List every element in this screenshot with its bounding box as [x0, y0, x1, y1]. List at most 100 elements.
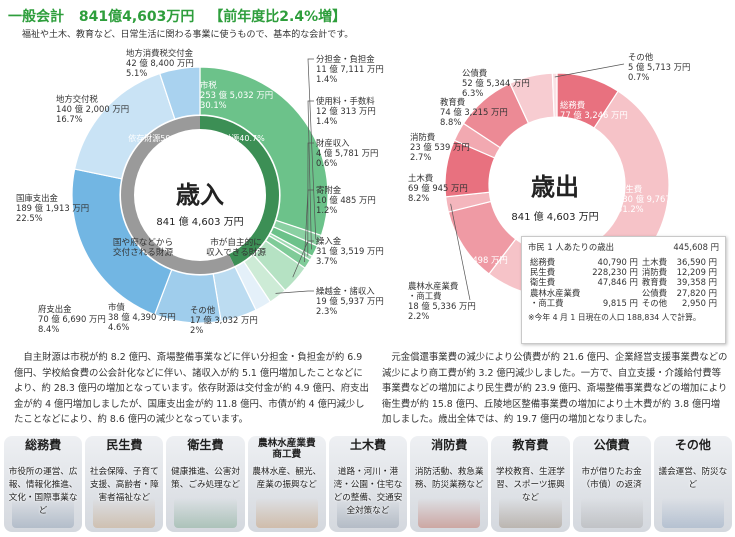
revenue-dependent-note: 国や府などから交付される財源: [113, 236, 174, 258]
category-illustration: [336, 498, 400, 528]
revenue-title: 歳入: [176, 181, 224, 209]
revenue-self-ring: [200, 116, 280, 267]
header-ratio: 【前年度比2.4%増】: [209, 9, 347, 25]
category-desc: 市役所の運営、広報、情報化推進、文化・国際事業など: [8, 467, 78, 516]
expenditure-label-5: 消防費 23 億 539 万円 2.7%: [410, 132, 470, 162]
per-capita-cell: 衛生費: [530, 277, 556, 288]
per-capita-cell: 民生費: [530, 267, 556, 278]
category-card: 総務費市役所の運営、広報、情報化推進、文化・国際事業など: [4, 436, 83, 532]
expenditure-total: 841 億 4,603 万円: [511, 210, 598, 223]
per-capita-total: 445,608 円: [673, 242, 719, 252]
category-desc: 議会運営、防災など: [658, 467, 728, 490]
category-title: 公債費: [593, 438, 630, 452]
per-capita-cell: 2,950 円: [681, 297, 717, 308]
header-amount: 841億4,603万円: [78, 9, 195, 25]
per-capita-box: 市民 1 人あたりの歳出 445,608 円 総務費 40,790 円土木費 36,…: [521, 236, 726, 344]
category-desc: 農林水産、観光、産業の振興など: [252, 467, 322, 490]
category-illustration: [174, 498, 237, 528]
category-title: 衛生費: [187, 438, 224, 452]
revenue-label-0: 市税 253 億 5,032 万円 30.1%: [200, 80, 273, 110]
revenue-slice-12: [158, 66, 201, 120]
category-illustration: [12, 498, 75, 528]
page-header: 一般会計 841億4,603万円 【前年度比2.4%増】: [8, 6, 356, 26]
category-title: 総務費: [25, 438, 62, 452]
revenue-self-note: 市が自主的に収入できる財源: [206, 236, 266, 258]
per-capita-cell: 39,358 円: [676, 277, 717, 288]
per-capita-cell: 9,815 円: [602, 297, 638, 308]
per-capita-cell: 総務費: [530, 257, 556, 267]
revenue-label-7: その他 17 億 3,032 万円 2%: [190, 305, 258, 335]
per-capita-cell: 36,590 円: [676, 257, 717, 267]
per-capita-cell: ・商工費: [530, 297, 564, 308]
expenditure-label-6: 教育費 74 億 3,215 万円 8.8%: [440, 97, 508, 127]
revenue-leader-1: [307, 100, 314, 250]
revenue-dependent-ring: [121, 116, 235, 274]
revenue-label-8: 市債 38 億 4,390 万円 4.6%: [108, 302, 176, 332]
revenue-label-9: 府支出金 70 億 6,690 万円 8.4%: [38, 304, 106, 334]
expenditure-label-7: 公債費 52 億 5,344 万円 6.3%: [462, 68, 530, 98]
revenue-self-label: 自主財源40.7%: [207, 133, 265, 143]
expenditure-label-2: 衛生費 90 億 3,498 万円 10.7%: [440, 245, 508, 275]
per-capita-note: ※今年 4 月 1 日現在の人口 188,834 人で計算。: [528, 313, 701, 323]
revenue-label-4: 寄附金 10 億 485 万円 1.2%: [316, 185, 376, 215]
category-desc: 学校教育、生涯学習、スポーツ振興など: [496, 467, 565, 503]
revenue-label-10: 国庫支出金 189 億 1,913 万円 22.5%: [16, 193, 89, 223]
header-title: 一般会計: [8, 9, 64, 25]
expenditure-leader-0: [450, 203, 471, 301]
revenue-leader-3: [303, 189, 314, 263]
category-desc: 健康推進、公害対策、ごみ処理など: [171, 467, 240, 490]
revenue-leader-0: [307, 58, 317, 240]
category-card: 教育費学校教育、生涯学習、スポーツ振興など: [491, 436, 570, 532]
expenditure-leader-1: [554, 63, 625, 78]
category-cards: 総務費 市役所の運営、広報、情報化推進、文化・国際事業など 民生費 社会保障、子育て支…: [4, 436, 732, 532]
revenue-paragraph: 自主財源は市税が約 8.2 億円、斎場整備事業などに伴い分担金・負担金が約 6.…: [14, 352, 369, 426]
category-title: 消防費: [431, 438, 468, 452]
expenditure-title: 歳出: [531, 173, 579, 201]
revenue-center: [135, 130, 265, 260]
category-illustration: [499, 498, 562, 528]
category-title: 教育費: [512, 438, 549, 452]
category-illustration: [255, 498, 318, 528]
per-capita-row: 民生費 228,230 円消防費 12,209 円: [528, 267, 719, 277]
revenue-leader-2: [307, 142, 314, 257]
category-card: 公債費 市が借りたお金（市債）の返済: [572, 436, 651, 532]
per-capita-row: 衛生費 47,846 円教育費 39,358 円: [528, 277, 719, 287]
category-card: 農林水産業費 商工費 農林水産、観光、産業の振興など: [247, 436, 326, 532]
per-capita-cell: [586, 288, 639, 298]
category-desc: 社会保障、子育て支援、高齢者・障害者福祉など: [89, 467, 159, 503]
category-illustration: [580, 498, 643, 528]
per-capita-cell: 土木費: [641, 257, 667, 267]
per-capita-table: 総務費 40,790 円土木費 36,590 円民生費 228,230 円消防費 12,…: [528, 257, 719, 308]
per-capita-title: 市民 1 人あたりの歳出: [528, 242, 615, 252]
revenue-leader-4: [292, 240, 314, 278]
expenditure-label-3: 農林水産業費・商工費 18 億 5,336 万円 2.2%: [408, 281, 476, 321]
expenditure-slice-8: [551, 72, 558, 118]
category-illustration: [418, 498, 481, 528]
per-capita-cell: 教育費: [641, 277, 667, 288]
expenditure-label-1: 民生費 430 億 9,767 万円 51.2%: [617, 184, 690, 214]
revenue-dependent-label: 依存財源59.3%: [128, 133, 186, 143]
category-illustration: [93, 498, 156, 528]
per-capita-cell: その他: [641, 297, 667, 308]
category-title: 土木費: [349, 438, 386, 452]
expenditure-label-8: その他 5 億 5,713 万円 0.7%: [628, 52, 690, 82]
category-card: その他議会運営、防災など: [653, 436, 732, 532]
category-card: 民生費社会保障、子育て支援、高齢者・障害者福祉など: [85, 436, 164, 532]
revenue-slice-0: [199, 66, 329, 237]
per-capita-cell: 消防費: [641, 267, 667, 278]
per-capita-row: 農林水産業費 公債費 27,820 円: [528, 288, 719, 298]
category-card: 土木費道路・河川・港湾・公園・住宅などの整備、交通安全対策など: [328, 436, 408, 532]
expenditure-label-0: 総務費 77 億 3,246 万円 9.2%: [560, 100, 628, 130]
revenue-label-2: 使用料・手数料 12 億 313 万円 1.4%: [316, 96, 376, 126]
per-capita-cell: 12,209 円: [676, 267, 717, 278]
category-title: その他: [674, 438, 711, 452]
page-subtitle: 福祉や土木、教育など、日常生活に関わる事業に使うもので、基本的な会計です。: [22, 30, 354, 40]
revenue-label-5: 繰入金 31 億 3,519 万円 3.7%: [316, 236, 384, 266]
per-capita-cell: 40,790 円: [597, 257, 638, 267]
per-capita-cell: 27,820 円: [676, 287, 717, 298]
category-card: 消防費 消防活動、救急業務、防災業務など: [410, 436, 489, 532]
category-desc: 道路・河川・港湾・公園・住宅などの整備、交通安全対策など: [333, 467, 403, 516]
category-title: 民生費: [106, 438, 143, 452]
revenue-label-11: 地方交付税 140 億 2,000 万円 16.7%: [56, 94, 129, 124]
